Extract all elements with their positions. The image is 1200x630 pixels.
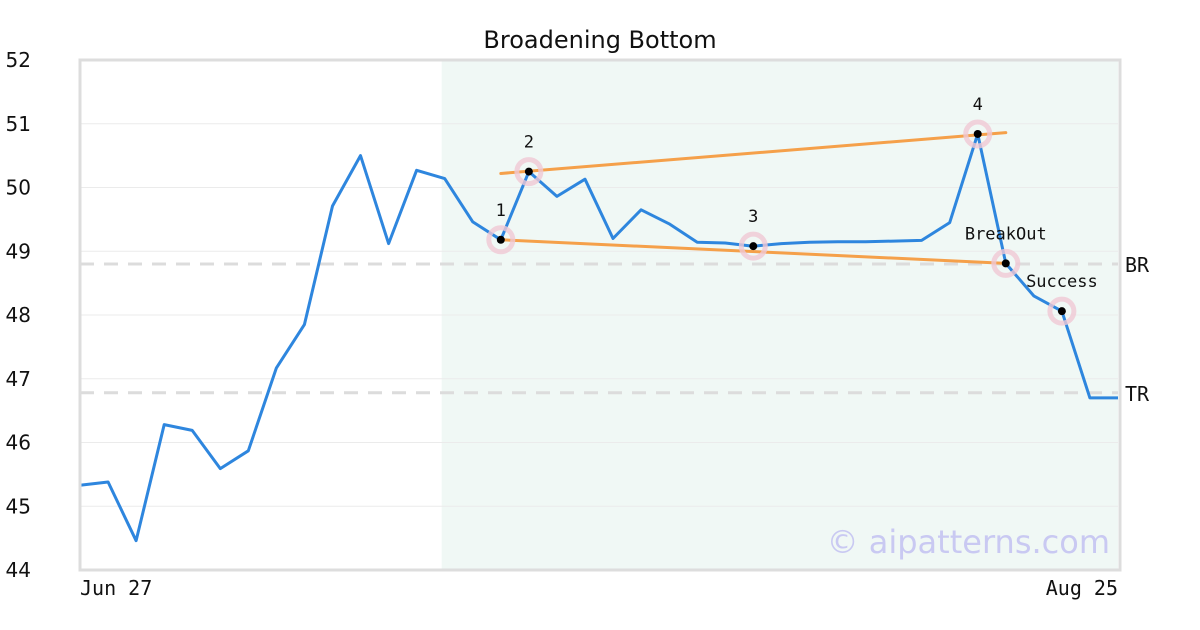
x-tick-label-start: Jun 27: [80, 576, 152, 600]
reference-lines: BR TR: [80, 253, 1150, 406]
pattern-point: [496, 235, 505, 244]
y-tick-label: 49: [6, 239, 31, 263]
y-tick-label: 44: [6, 558, 31, 582]
pattern-point: [1057, 307, 1066, 316]
chart-title: Broadening Bottom: [483, 26, 716, 54]
pattern-point-halo: [991, 248, 1021, 278]
pattern-point: [749, 242, 758, 251]
pattern-point-label: 2: [524, 133, 534, 153]
pattern-point-halo: [486, 225, 516, 255]
pattern-point-label: 4: [973, 95, 983, 115]
pattern-point-label: 1: [496, 201, 506, 221]
pattern-point-label: Success: [1026, 272, 1098, 292]
pattern-point-label: 3: [748, 207, 758, 227]
pattern-point-halo: [514, 157, 544, 187]
y-tick-labels: 44 45 46 47 48 49 50 51 52: [6, 48, 31, 582]
y-tick-label: 47: [6, 367, 31, 391]
trendline: [499, 131, 1008, 175]
pattern-points: 1 2 3 4 BreakOut Success: [486, 95, 1098, 326]
pattern-point-halo: [1047, 296, 1077, 326]
pattern-point-halo: [738, 231, 768, 261]
y-tick-label: 52: [6, 48, 31, 72]
price-line: [79, 132, 1118, 543]
pattern-point: [524, 167, 533, 176]
y-tick-label: 45: [6, 494, 31, 518]
y-tick-label: 48: [6, 303, 31, 327]
pattern-point: [1001, 259, 1010, 268]
trendline: [499, 238, 1008, 265]
pattern-point: [973, 129, 982, 138]
plot-frame: [78, 58, 1122, 572]
x-tick-label-end: Aug 25: [1046, 576, 1118, 600]
trendlines: [499, 131, 1008, 265]
reference-line-label: TR: [1125, 382, 1150, 406]
y-tick-label: 50: [6, 176, 31, 200]
y-tick-label: 51: [6, 112, 31, 136]
pattern-point-label: BreakOut: [965, 224, 1047, 244]
reference-line-label: BR: [1125, 253, 1150, 277]
y-tick-label: 46: [6, 431, 31, 455]
watermark: © aipatterns.com: [827, 523, 1110, 561]
pattern-point-halo: [963, 119, 993, 149]
